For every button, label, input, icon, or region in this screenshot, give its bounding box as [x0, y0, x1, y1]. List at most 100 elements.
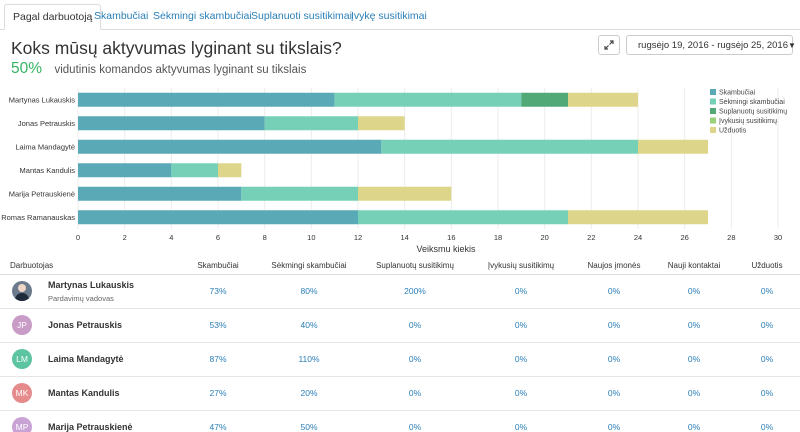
metric-cell: 47%: [180, 410, 256, 432]
metric-cell: 0%: [574, 308, 654, 343]
legend-swatch: [710, 127, 716, 133]
employee-name[interactable]: Mantas Kandulis: [48, 388, 120, 399]
metric-cell: 80%: [256, 274, 362, 309]
avatar: MP: [12, 417, 32, 432]
metric-cell: 0%: [468, 376, 574, 411]
tab-successful-calls[interactable]: Sėkmingi skambučiai: [153, 10, 252, 22]
employee-cell[interactable]: MK Mantas Kandulis: [0, 376, 180, 411]
metric-cell: 0%: [734, 342, 800, 377]
bar-segment: [638, 139, 708, 154]
employee-info: Martynas Lukauskis Pardavimų vadovas: [48, 279, 134, 303]
x-tick-label: 2: [123, 233, 127, 242]
x-tick-label: 8: [263, 233, 267, 242]
table-row[interactable]: LM Laima Mandagytė 87% 110% 0% 0% 0% 0% 0%: [0, 342, 800, 377]
y-category-label: Mantas Kandulis: [20, 166, 76, 175]
metric-cell: 0%: [654, 342, 734, 377]
metric-cell: 0%: [362, 410, 468, 432]
metric-cell: 0%: [654, 274, 734, 309]
date-range-picker[interactable]: rugsėjo 19, 2016 - rugsėjo 25, 2016 ▼: [626, 35, 796, 55]
tab-calls[interactable]: Skambučiai: [94, 10, 149, 22]
metric-cell: 0%: [362, 308, 468, 343]
bar-segment: [171, 163, 218, 178]
metric-cell: 0%: [468, 308, 574, 343]
y-category-label: Romas Ramanauskas: [1, 213, 75, 222]
bar-segment: [334, 92, 522, 107]
metric-cell: 0%: [574, 410, 654, 432]
legend-swatch: [710, 98, 716, 105]
employee-cell[interactable]: JP Jonas Petrauskis: [0, 308, 180, 343]
employee-name[interactable]: Martynas Lukauskis: [48, 279, 135, 290]
x-tick-label: 18: [494, 233, 502, 242]
avatar: LM: [12, 349, 32, 369]
employee-info: Mantas Kandulis: [48, 388, 120, 399]
metric-cell: 50%: [256, 410, 362, 432]
table-row[interactable]: MK Mantas Kandulis 27% 20% 0% 0% 0% 0% 0%: [0, 376, 800, 411]
chevron-down-icon: ▼: [788, 40, 796, 50]
metric-cell: 0%: [654, 308, 734, 343]
tab-planned-meetings[interactable]: Suplanuoti susitikimai: [251, 10, 352, 22]
metric-cell: 0%: [734, 410, 800, 432]
metric-cell: 40%: [256, 308, 362, 343]
col-new-contacts[interactable]: Nauji kontaktai: [654, 258, 734, 275]
tab-by-employee[interactable]: Pagal darbuotoją: [4, 4, 102, 30]
legend-label: Suplanuotų susitikimų: [719, 109, 787, 116]
bar-segment: [358, 186, 452, 201]
legend-label: Skambučiai: [719, 90, 756, 97]
expand-icon: [604, 40, 614, 50]
y-category-label: Laima Mandagytė: [15, 142, 75, 151]
x-tick-label: 30: [774, 233, 782, 242]
bar-segment: [381, 139, 638, 154]
employee-cell[interactable]: Martynas Lukauskis Pardavimų vadovas: [0, 274, 180, 309]
y-category-label: Martynas Lukauskis: [9, 95, 76, 104]
metric-cell: 0%: [362, 342, 468, 377]
team-activity-percent: 50%: [11, 60, 43, 77]
metric-cell: 0%: [574, 274, 654, 309]
col-planned-meetings[interactable]: Suplanuotų susitikimų: [362, 258, 468, 275]
metric-cell: 0%: [654, 410, 734, 432]
employee-name[interactable]: Marija Petrauskienė: [48, 422, 133, 432]
legend-swatch: [710, 117, 716, 124]
metric-cell: 0%: [574, 376, 654, 411]
avatar: [12, 281, 32, 301]
legend-swatch: [710, 89, 716, 95]
metric-cell: 53%: [180, 308, 256, 343]
employee-name[interactable]: Jonas Petrauskis: [48, 320, 123, 331]
metric-cell: 0%: [654, 376, 734, 411]
x-tick-label: 20: [540, 233, 548, 242]
table-row[interactable]: JP Jonas Petrauskis 53% 40% 0% 0% 0% 0% 0%: [0, 308, 800, 343]
bar-segment: [521, 92, 568, 107]
y-category-label: Marija Petrauskienė: [9, 189, 75, 198]
employee-info: Jonas Petrauskis: [48, 320, 123, 331]
metric-cell: 0%: [362, 376, 468, 411]
tab-held-meetings[interactable]: Įvykę susitikimai: [351, 10, 427, 22]
table-row[interactable]: MP Marija Petrauskienė 47% 50% 0% 0% 0% 0% 0%: [0, 410, 800, 432]
expand-button[interactable]: [598, 35, 620, 55]
x-tick-label: 6: [216, 233, 220, 242]
metric-cell: 0%: [468, 342, 574, 377]
bar-segment: [78, 210, 358, 225]
col-tasks[interactable]: Užduotis: [734, 258, 800, 275]
metric-cell: 0%: [734, 274, 800, 309]
bar-segment: [241, 186, 358, 201]
col-new-companies[interactable]: Naujos įmonės: [574, 258, 654, 275]
col-employee[interactable]: Darbuotojas: [0, 258, 180, 275]
employee-cell[interactable]: MP Marija Petrauskienė: [0, 410, 180, 432]
x-tick-label: 26: [680, 233, 688, 242]
tab-bar: Pagal darbuotoją Skambučiai Sėkmingi ska…: [0, 0, 800, 30]
bar-segment: [78, 92, 335, 107]
table-header-row: Darbuotojas Skambučiai Sėkmingi skambuči…: [0, 258, 800, 275]
col-calls[interactable]: Skambučiai: [180, 258, 256, 275]
metric-cell: 0%: [468, 274, 574, 309]
table-row[interactable]: Martynas Lukauskis Pardavimų vadovas 73% 80…: [0, 274, 800, 309]
metric-cell: 110%: [256, 342, 362, 377]
col-held-meetings[interactable]: Įvykusių susitikimų: [468, 258, 574, 275]
employee-cell[interactable]: LM Laima Mandagytė: [0, 342, 180, 377]
x-tick-label: 0: [76, 233, 80, 242]
x-tick-label: 28: [727, 233, 735, 242]
employee-role: Pardavimų vadovas: [48, 293, 114, 303]
bar-segment: [358, 116, 405, 131]
employee-name[interactable]: Laima Mandagytė: [48, 354, 124, 365]
col-successful-calls[interactable]: Sėkmingi skambučiai: [256, 258, 362, 275]
x-tick-label: 22: [587, 233, 595, 242]
x-tick-label: 24: [634, 233, 642, 242]
